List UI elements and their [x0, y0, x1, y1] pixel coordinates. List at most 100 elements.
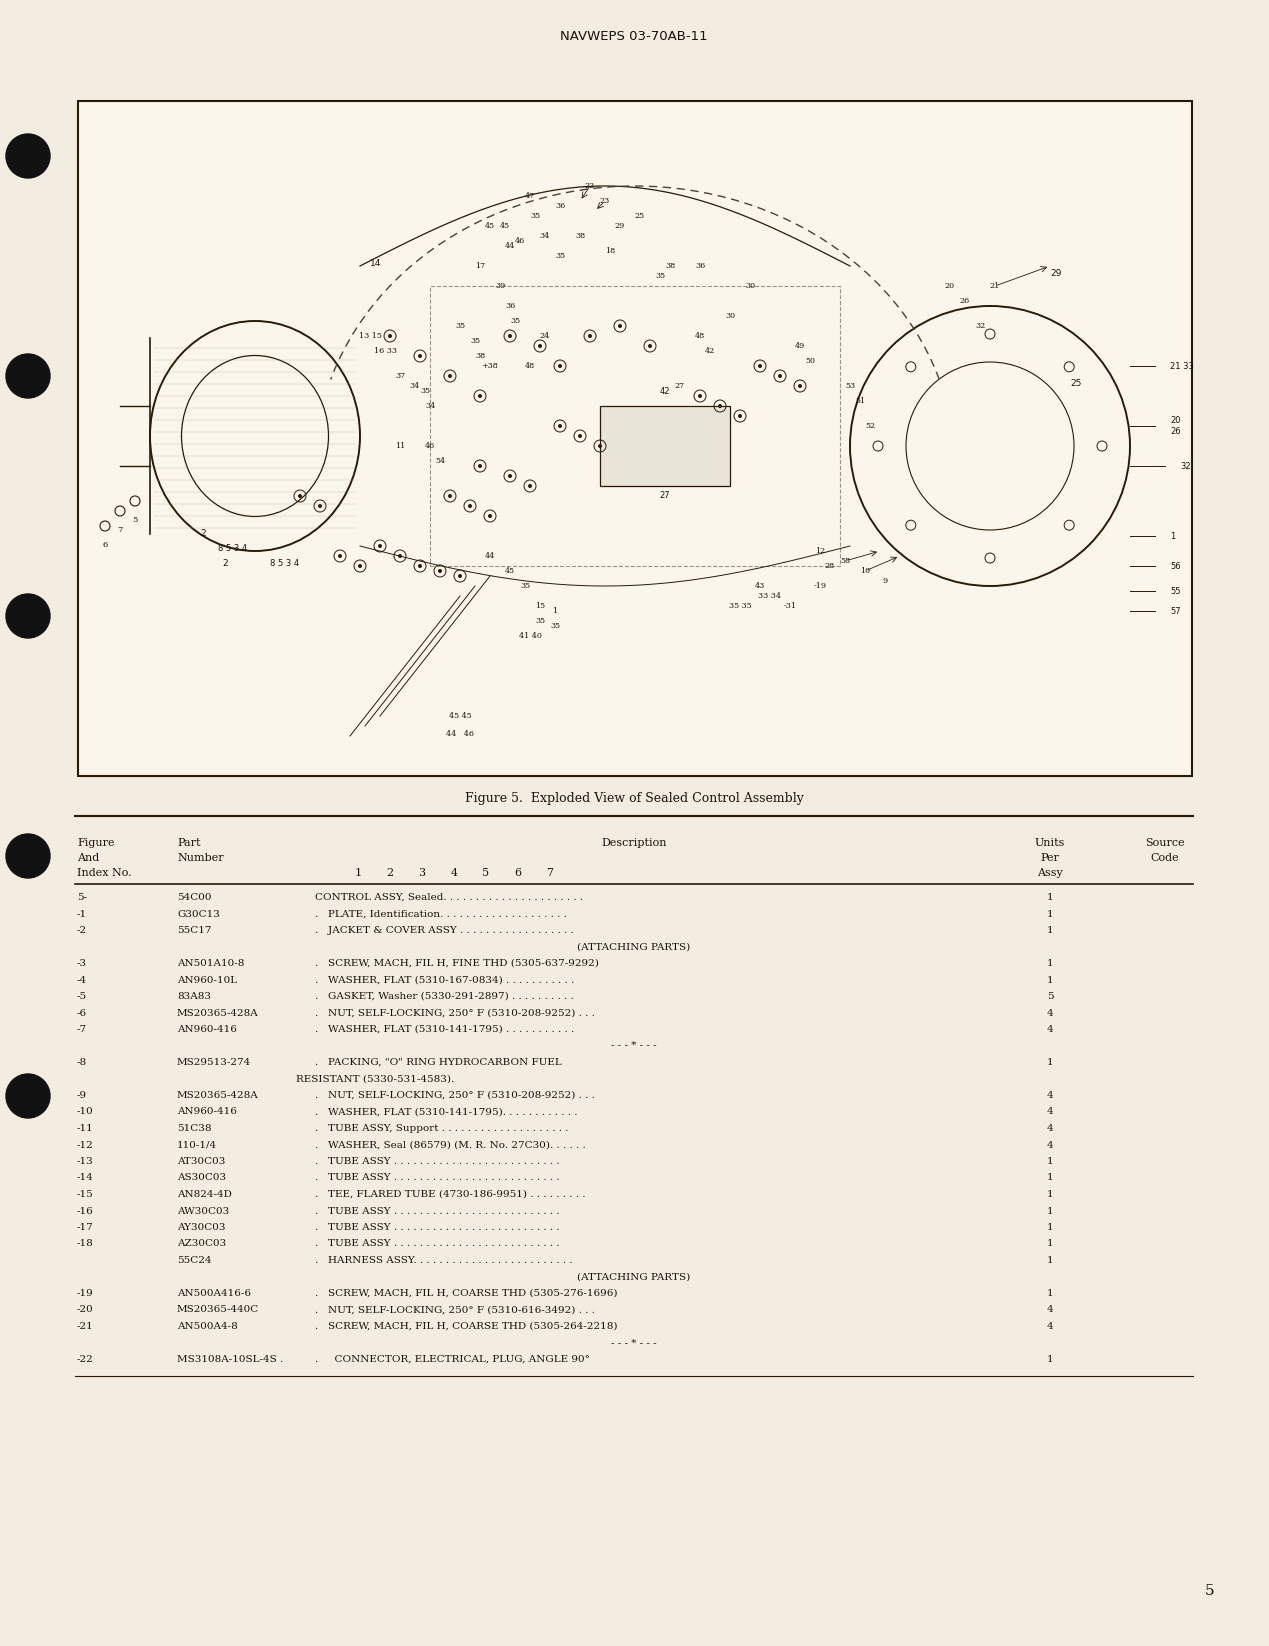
- Text: 27: 27: [660, 491, 670, 500]
- Text: -19: -19: [77, 1289, 94, 1299]
- Text: 1: 1: [1047, 1157, 1053, 1165]
- Text: 26: 26: [959, 296, 970, 305]
- Text: AS30C03: AS30C03: [176, 1174, 226, 1182]
- Text: AN500A416-6: AN500A416-6: [176, 1289, 251, 1299]
- Text: G30C13: G30C13: [176, 910, 220, 918]
- Circle shape: [6, 835, 49, 877]
- Text: 34: 34: [410, 382, 420, 390]
- Circle shape: [298, 494, 302, 499]
- Text: 4: 4: [450, 867, 458, 877]
- Text: .   TUBE ASSY . . . . . . . . . . . . . . . . . . . . . . . . . .: . TUBE ASSY . . . . . . . . . . . . . . …: [315, 1157, 560, 1165]
- Circle shape: [588, 334, 593, 337]
- Text: -11: -11: [77, 1124, 94, 1132]
- Text: 46: 46: [515, 237, 525, 245]
- Text: 5: 5: [132, 515, 138, 523]
- Text: AN960-10L: AN960-10L: [176, 976, 237, 984]
- Text: 1: 1: [1047, 1355, 1053, 1365]
- Text: 11: 11: [395, 443, 405, 449]
- Text: 54C00: 54C00: [176, 894, 212, 902]
- Text: 3: 3: [419, 867, 425, 877]
- Text: 1: 1: [1047, 976, 1053, 984]
- Circle shape: [448, 374, 452, 379]
- Text: 42: 42: [660, 387, 670, 397]
- Text: 8 5 3 4: 8 5 3 4: [270, 560, 299, 568]
- Text: 41 40: 41 40: [519, 632, 542, 640]
- Text: 1: 1: [1047, 927, 1053, 935]
- Text: 5: 5: [1047, 993, 1053, 1001]
- Text: Per: Per: [1041, 853, 1060, 863]
- Text: - - - * - - -: - - - * - - -: [612, 1338, 657, 1348]
- Text: .   TEE, FLARED TUBE (4730-186-9951) . . . . . . . . .: . TEE, FLARED TUBE (4730-186-9951) . . .…: [315, 1190, 585, 1198]
- Text: -3: -3: [77, 960, 88, 968]
- Text: 35: 35: [510, 318, 520, 324]
- Text: .   JACKET & COVER ASSY . . . . . . . . . . . . . . . . . .: . JACKET & COVER ASSY . . . . . . . . . …: [315, 927, 574, 935]
- Text: 1: 1: [1047, 910, 1053, 918]
- Text: -22: -22: [77, 1355, 94, 1365]
- Text: 20: 20: [945, 281, 956, 290]
- Text: 29: 29: [615, 222, 626, 230]
- Text: .   HARNESS ASSY. . . . . . . . . . . . . . . . . . . . . . . . .: . HARNESS ASSY. . . . . . . . . . . . . …: [315, 1256, 572, 1266]
- Circle shape: [798, 384, 802, 388]
- Text: 1: 1: [1047, 960, 1053, 968]
- Text: Part: Part: [176, 838, 201, 848]
- Text: .   NUT, SELF-LOCKING, 250° F (5310-208-9252) . . .: . NUT, SELF-LOCKING, 250° F (5310-208-92…: [315, 1009, 595, 1017]
- Text: 9: 9: [882, 578, 887, 584]
- Text: -19: -19: [813, 583, 826, 589]
- Text: 4: 4: [1047, 1025, 1053, 1034]
- Circle shape: [6, 1073, 49, 1118]
- Text: 35: 35: [420, 387, 430, 395]
- Text: 1: 1: [1047, 1289, 1053, 1299]
- Text: .   PACKING, "O" RING HYDROCARBON FUEL: . PACKING, "O" RING HYDROCARBON FUEL: [315, 1058, 562, 1067]
- Text: 7: 7: [547, 867, 553, 877]
- Circle shape: [448, 494, 452, 499]
- Text: 1: 1: [1047, 1174, 1053, 1182]
- Text: .   NUT, SELF-LOCKING, 250° F (5310-208-9252) . . .: . NUT, SELF-LOCKING, 250° F (5310-208-92…: [315, 1091, 595, 1100]
- Circle shape: [577, 435, 582, 438]
- Text: 32: 32: [1180, 461, 1190, 471]
- Text: MS29513-274: MS29513-274: [176, 1058, 251, 1067]
- Text: 35: 35: [530, 212, 541, 221]
- Text: 46: 46: [425, 443, 435, 449]
- Text: And: And: [77, 853, 99, 863]
- Text: AZ30C03: AZ30C03: [176, 1239, 226, 1249]
- Circle shape: [489, 514, 492, 518]
- Text: 23: 23: [600, 198, 610, 206]
- Text: 1: 1: [354, 867, 362, 877]
- Text: (ATTACHING PARTS): (ATTACHING PARTS): [577, 943, 690, 951]
- Circle shape: [538, 344, 542, 347]
- Text: -15: -15: [77, 1190, 94, 1198]
- Text: 45: 45: [500, 222, 510, 230]
- Text: AN960-416: AN960-416: [176, 1108, 237, 1116]
- Circle shape: [418, 354, 423, 357]
- Text: AN501A10-8: AN501A10-8: [176, 960, 245, 968]
- Circle shape: [508, 334, 511, 337]
- Text: 6: 6: [514, 867, 522, 877]
- Text: .   PLATE, Identification. . . . . . . . . . . . . . . . . . . .: . PLATE, Identification. . . . . . . . .…: [315, 910, 567, 918]
- Text: -18: -18: [77, 1239, 94, 1249]
- Circle shape: [398, 555, 402, 558]
- Text: -13: -13: [77, 1157, 94, 1165]
- Text: 5: 5: [482, 867, 490, 877]
- Text: +38: +38: [482, 362, 499, 370]
- Circle shape: [698, 393, 702, 398]
- Text: (ATTACHING PARTS): (ATTACHING PARTS): [577, 1272, 690, 1282]
- Text: 49: 49: [794, 342, 805, 351]
- Text: 1: 1: [1047, 1239, 1053, 1249]
- Text: 12: 12: [815, 546, 825, 555]
- Text: 1: 1: [1047, 1223, 1053, 1231]
- Text: 37: 37: [395, 372, 405, 380]
- Text: .   TUBE ASSY . . . . . . . . . . . . . . . . . . . . . . . . . .: . TUBE ASSY . . . . . . . . . . . . . . …: [315, 1207, 560, 1215]
- Text: 4: 4: [1047, 1305, 1053, 1315]
- Text: 44: 44: [485, 551, 495, 560]
- Circle shape: [508, 474, 511, 477]
- Text: -6: -6: [77, 1009, 88, 1017]
- Text: 1: 1: [1047, 894, 1053, 902]
- Text: 21 33: 21 33: [1170, 362, 1194, 370]
- Text: 55C24: 55C24: [176, 1256, 212, 1266]
- Text: 27: 27: [675, 382, 685, 390]
- Text: 4: 4: [1047, 1108, 1053, 1116]
- Text: Figure 5.  Exploded View of Sealed Control Assembly: Figure 5. Exploded View of Sealed Contro…: [464, 792, 803, 805]
- Text: 15: 15: [536, 602, 546, 611]
- Text: .   TUBE ASSY, Support . . . . . . . . . . . . . . . . . . . .: . TUBE ASSY, Support . . . . . . . . . .…: [315, 1124, 569, 1132]
- Text: MS3108A-10SL-4S .: MS3108A-10SL-4S .: [176, 1355, 283, 1365]
